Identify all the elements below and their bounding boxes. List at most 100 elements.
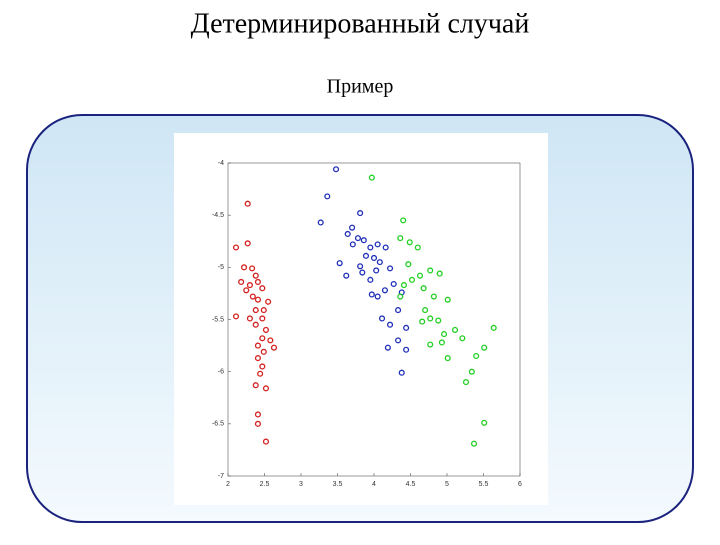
point xyxy=(436,270,443,277)
point xyxy=(254,355,261,362)
point xyxy=(262,385,270,392)
point xyxy=(246,315,253,322)
plot: -7 -6.5 -6 -5.5 -5 -4.5 -4 2 2.5 3 3.5 4 4.5 5 5.5 6 xyxy=(212,160,522,488)
point xyxy=(259,363,266,370)
point xyxy=(430,293,437,300)
point xyxy=(427,267,434,274)
x-tick-label: 5.5 xyxy=(479,481,489,488)
point xyxy=(324,193,331,200)
point xyxy=(238,278,245,285)
point xyxy=(395,337,402,344)
point xyxy=(254,278,261,285)
point xyxy=(435,317,442,324)
point xyxy=(249,265,256,272)
point xyxy=(354,235,361,242)
point xyxy=(382,244,389,251)
point xyxy=(343,272,350,279)
point xyxy=(490,324,497,331)
point xyxy=(257,370,264,377)
slide-title: Детерминированный случай xyxy=(191,8,530,39)
point xyxy=(246,282,253,289)
point xyxy=(378,315,386,322)
point xyxy=(397,293,404,300)
point xyxy=(373,267,380,274)
point xyxy=(398,369,405,376)
point xyxy=(259,315,266,322)
point xyxy=(462,379,470,386)
point xyxy=(368,291,375,298)
y-tick-label: -6 xyxy=(218,369,224,376)
point xyxy=(370,254,378,261)
point xyxy=(381,287,389,294)
point xyxy=(252,321,259,328)
y-tick-label: -5 xyxy=(218,264,224,271)
point xyxy=(262,326,270,333)
point xyxy=(259,285,266,292)
point xyxy=(444,296,451,303)
point xyxy=(390,280,397,288)
point xyxy=(403,324,410,331)
point xyxy=(254,411,261,418)
point xyxy=(376,259,383,266)
point xyxy=(359,269,366,276)
point xyxy=(254,420,261,427)
point xyxy=(360,237,367,244)
point xyxy=(232,313,240,320)
y-tick-label: -6.5 xyxy=(212,421,224,428)
y-tick-label: -5.5 xyxy=(212,316,224,323)
point xyxy=(265,298,272,305)
x-tick-label: 6 xyxy=(518,481,522,488)
point xyxy=(374,241,381,248)
point xyxy=(408,276,416,283)
point xyxy=(427,315,434,322)
x-tick-label: 2.5 xyxy=(260,481,270,488)
point xyxy=(244,240,251,247)
point xyxy=(270,344,278,351)
point xyxy=(473,352,480,360)
point xyxy=(459,335,466,342)
point xyxy=(241,264,248,271)
point xyxy=(441,331,448,338)
point xyxy=(344,230,351,237)
x-tick-label: 4.5 xyxy=(406,481,416,488)
point xyxy=(403,346,410,353)
point xyxy=(374,293,381,300)
point xyxy=(260,307,267,314)
point xyxy=(468,368,475,375)
point xyxy=(362,252,370,259)
point xyxy=(414,244,421,251)
point xyxy=(232,244,240,251)
x-tick-label: 3 xyxy=(299,481,303,488)
point xyxy=(259,335,266,342)
point xyxy=(400,282,407,289)
point xyxy=(252,382,259,389)
point xyxy=(400,217,407,224)
point xyxy=(260,348,267,355)
point xyxy=(349,241,356,248)
point xyxy=(357,263,364,270)
x-tick-label: 4 xyxy=(372,481,376,488)
point xyxy=(419,318,426,325)
point xyxy=(451,326,459,333)
point xyxy=(367,276,374,283)
y-tick-label: -4.5 xyxy=(212,212,224,219)
point xyxy=(406,239,413,246)
point xyxy=(349,224,356,231)
point xyxy=(384,344,391,351)
point xyxy=(405,261,412,268)
point xyxy=(317,219,324,226)
slide-subtitle: Пример xyxy=(327,76,394,98)
point xyxy=(336,260,343,267)
point xyxy=(254,296,261,303)
point xyxy=(397,235,404,242)
x-tick-label: 2 xyxy=(226,481,230,488)
point xyxy=(427,341,434,348)
y-tick-label: -7 xyxy=(218,473,224,480)
point xyxy=(252,307,259,314)
point xyxy=(416,272,424,279)
point xyxy=(243,287,250,294)
point xyxy=(481,344,488,351)
plot-area xyxy=(174,133,548,505)
